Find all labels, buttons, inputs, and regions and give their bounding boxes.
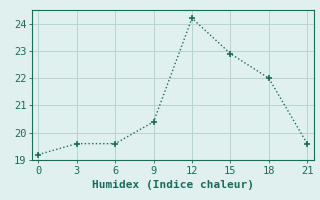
X-axis label: Humidex (Indice chaleur): Humidex (Indice chaleur) [92, 180, 254, 190]
